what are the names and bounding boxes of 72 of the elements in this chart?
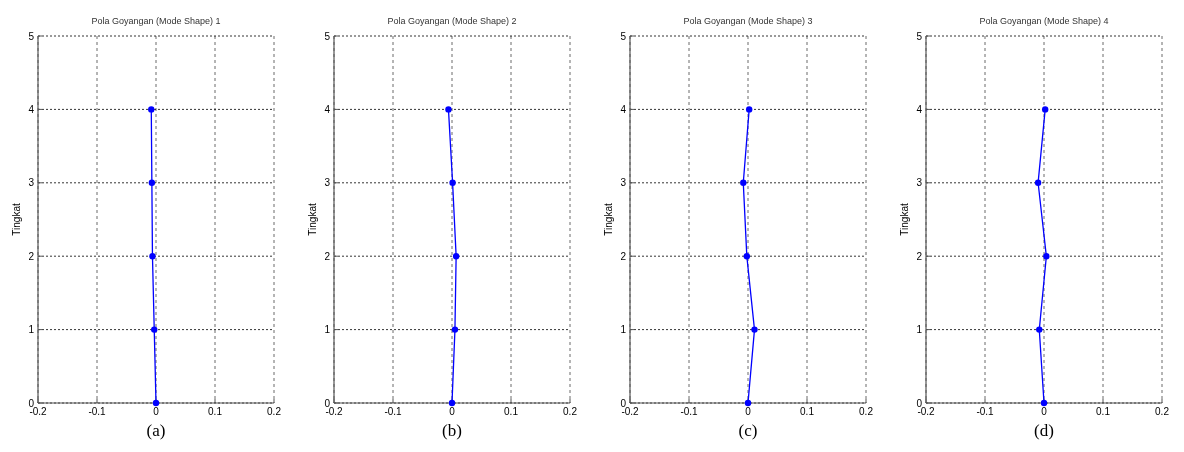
y-tick-label: 4 [324, 103, 331, 115]
y-tick-label: 5 [324, 30, 331, 42]
x-tick-label: 0.2 [1155, 406, 1170, 417]
x-tick-label: -0.1 [88, 406, 107, 417]
y-axis-title: Tingkat [899, 203, 910, 236]
x-tick-label: 0.2 [267, 406, 282, 417]
x-tick-label: 0.2 [859, 406, 874, 417]
y-tick-label: 0 [28, 397, 35, 409]
chart-title: Pola Goyangan (Mode Shape) 4 [979, 16, 1109, 26]
point [1041, 106, 1049, 113]
x-tick-label: 0.1 [504, 406, 519, 417]
x-tick-label: -0.1 [384, 406, 403, 417]
point [452, 253, 460, 260]
point [1034, 179, 1042, 186]
y-tick-label: 1 [324, 324, 331, 336]
y-axis-title: Tingkat [11, 203, 22, 236]
point [449, 179, 456, 186]
y-tick-label: 2 [620, 250, 627, 262]
y-tick-label: 4 [28, 103, 35, 115]
x-tick-label: -0.2 [621, 406, 640, 417]
y-tick-label: 3 [916, 177, 923, 189]
y-tick-label: 5 [620, 30, 627, 42]
text: (a) [146, 421, 166, 440]
text: (b) [442, 421, 462, 440]
x-tick-label: 0.1 [800, 406, 815, 417]
point [751, 326, 758, 333]
y-tick-label: 1 [620, 324, 627, 336]
x-tick-label: -0.2 [29, 406, 48, 417]
chart-title: Pola Goyangan (Mode Shape) 2 [387, 16, 517, 26]
point [1036, 326, 1043, 333]
y-axis-title: Tingkat [603, 203, 614, 236]
x-tick-label: 0.1 [1096, 406, 1111, 417]
x-tick-label: 0.2 [563, 406, 578, 417]
point [451, 326, 459, 333]
point [151, 326, 158, 333]
x-tick-label: 0 [1041, 406, 1048, 417]
y-tick-label: 1 [916, 324, 923, 336]
y-axis-title: Tingkat [307, 203, 318, 236]
text: (d) [1034, 421, 1054, 440]
x-tick-label: -0.2 [917, 406, 936, 417]
x-tick-label: 0 [745, 406, 752, 417]
point [445, 106, 452, 113]
x-tick-label: -0.1 [680, 406, 699, 417]
y-tick-label: 5 [28, 30, 35, 42]
y-tick-label: 3 [620, 177, 627, 189]
y-tick-label: 0 [916, 397, 923, 409]
x-tick-label: 0.1 [208, 406, 223, 417]
x-tick-label: -0.1 [976, 406, 995, 417]
x-tick-label: -0.2 [325, 406, 344, 417]
point [148, 106, 155, 113]
y-tick-label: 4 [916, 103, 923, 115]
point [1043, 253, 1050, 260]
text: (c) [738, 421, 758, 440]
point [148, 179, 156, 186]
point [745, 106, 753, 113]
chart-title: Pola Goyangan (Mode Shape) 3 [683, 16, 813, 26]
y-tick-label: 2 [324, 250, 331, 262]
y-tick-label: 5 [916, 30, 923, 42]
y-tick-label: 3 [28, 177, 35, 189]
y-tick-label: 0 [620, 397, 627, 409]
y-tick-label: 2 [916, 250, 923, 262]
y-tick-label: 4 [620, 103, 627, 115]
chart-title: Pola Goyangan (Mode Shape) 1 [91, 16, 221, 26]
y-tick-label: 3 [324, 177, 331, 189]
y-tick-label: 1 [28, 324, 35, 336]
x-tick-label: 0 [449, 406, 456, 417]
y-tick-label: 2 [28, 250, 35, 262]
point [743, 253, 751, 260]
point [149, 253, 156, 260]
x-tick-label: 0 [153, 406, 160, 417]
y-tick-label: 0 [324, 397, 331, 409]
point [740, 179, 747, 186]
